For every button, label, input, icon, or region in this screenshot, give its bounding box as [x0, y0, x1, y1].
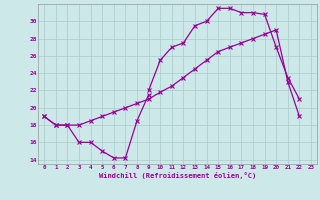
X-axis label: Windchill (Refroidissement éolien,°C): Windchill (Refroidissement éolien,°C): [99, 172, 256, 179]
